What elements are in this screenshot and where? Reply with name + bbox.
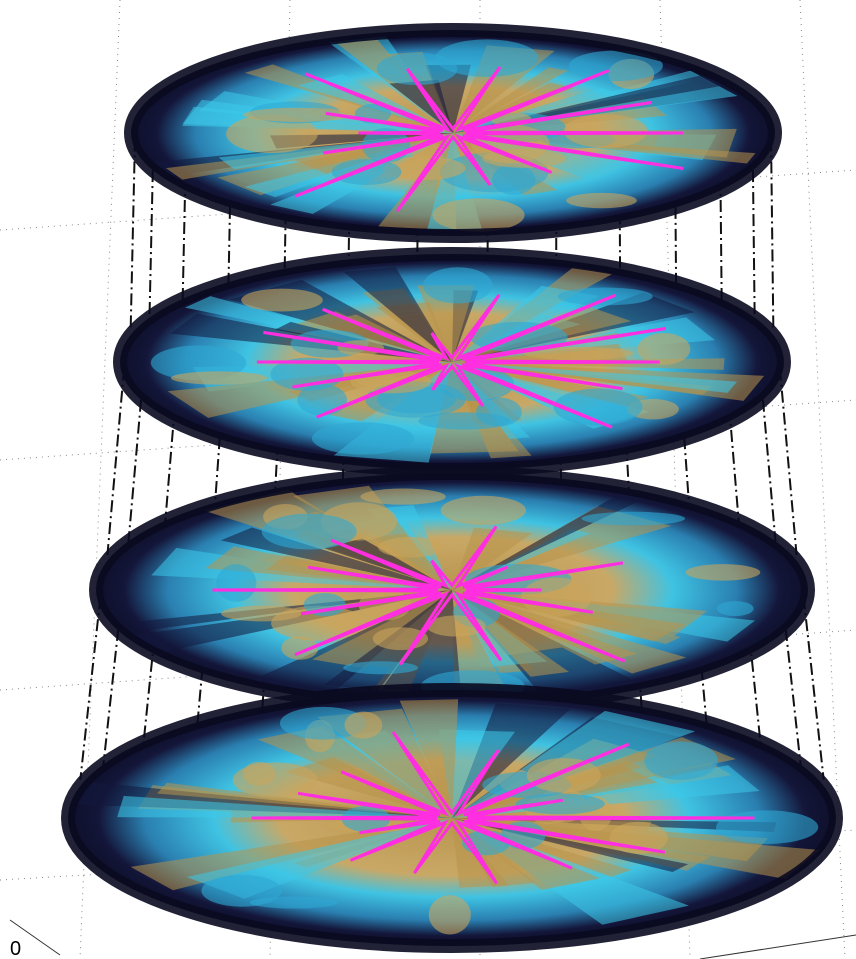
blob	[716, 601, 754, 617]
axis-line	[9, 919, 61, 956]
blob	[232, 762, 318, 798]
blob	[297, 383, 347, 416]
wedge	[399, 699, 459, 818]
blob	[376, 52, 458, 86]
blob	[716, 810, 819, 844]
wedge	[343, 266, 452, 362]
layers	[61, 23, 843, 953]
blob	[526, 757, 601, 793]
blob	[382, 156, 466, 181]
blob	[311, 422, 414, 455]
blob	[432, 198, 525, 232]
polar-layer	[113, 247, 791, 477]
outline	[294, 66, 684, 212]
blob	[279, 706, 367, 740]
blob	[428, 895, 471, 935]
blob	[221, 605, 302, 622]
wedge	[417, 285, 475, 362]
stem	[79, 597, 102, 780]
stem	[770, 139, 775, 330]
blob	[437, 366, 515, 402]
blob	[226, 114, 318, 154]
blob	[644, 741, 718, 780]
wedge	[312, 590, 452, 669]
blob	[435, 39, 539, 77]
blob	[523, 346, 634, 360]
blob	[515, 793, 605, 815]
blob	[378, 536, 443, 558]
blob	[566, 192, 637, 209]
blob	[243, 107, 353, 122]
blob	[553, 388, 643, 426]
blob	[637, 333, 691, 365]
disc-rim	[61, 683, 843, 953]
blob	[249, 896, 339, 909]
axis-tick: 0	[10, 938, 21, 959]
outline	[212, 525, 626, 666]
wedge	[452, 703, 571, 818]
blob	[563, 114, 648, 148]
blob	[241, 288, 323, 312]
wedge	[452, 362, 738, 393]
blob	[418, 412, 511, 430]
blob	[216, 564, 257, 602]
blob	[521, 577, 593, 617]
blob	[557, 287, 653, 306]
stem	[778, 368, 798, 555]
blob	[492, 164, 536, 195]
wedge	[452, 590, 681, 645]
stem	[106, 368, 126, 555]
blob	[568, 50, 663, 82]
blob	[685, 564, 761, 581]
wedge	[389, 79, 453, 133]
blob	[581, 511, 685, 526]
blob	[331, 159, 402, 185]
axis-line	[699, 934, 856, 959]
wedge	[317, 708, 452, 818]
polar-layer	[124, 23, 782, 243]
blob	[170, 371, 268, 385]
blob	[360, 488, 446, 505]
blob	[281, 636, 319, 660]
stem	[802, 597, 825, 780]
blob	[440, 495, 526, 525]
outline	[251, 731, 755, 885]
outline	[256, 293, 667, 429]
wedge	[453, 67, 569, 133]
polar-layer	[61, 683, 843, 953]
wedge	[297, 311, 452, 362]
blob	[344, 711, 383, 739]
blob	[343, 661, 419, 675]
disc-rim	[124, 23, 782, 243]
stem	[129, 139, 136, 330]
polar-layer	[89, 466, 815, 714]
wedge	[257, 725, 452, 818]
blob	[423, 267, 493, 304]
